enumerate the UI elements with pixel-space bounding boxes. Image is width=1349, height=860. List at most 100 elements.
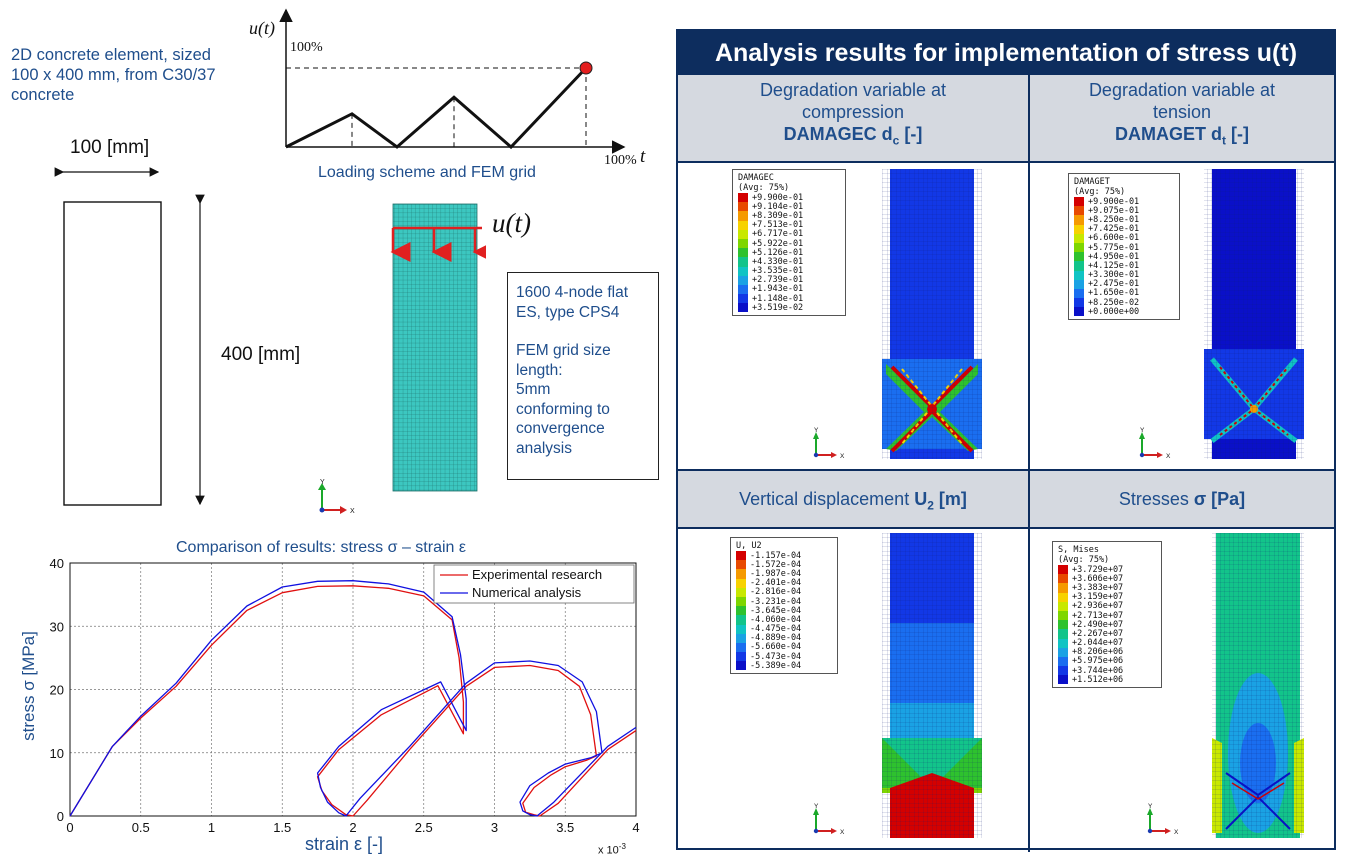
axis-triad-stress: Y X: [1147, 803, 1179, 836]
legend-row: -4.060e-04: [736, 615, 832, 625]
loading-dash-lines: [286, 67, 587, 147]
results-panel: Analysis results for implementation of s…: [676, 29, 1336, 852]
xtick-label-1: 0.5: [132, 820, 150, 835]
legend-row: +8.309e-01: [738, 210, 840, 221]
legend-row: +6.717e-01: [738, 229, 840, 239]
legend-swatch: [1074, 270, 1084, 280]
legend-row: +8.250e-01: [1074, 214, 1174, 225]
legend-swatch: [736, 596, 746, 607]
legend-swatch: [738, 211, 748, 221]
divider-mid: [678, 469, 1334, 471]
legend-row: +3.606e+07: [1058, 574, 1156, 584]
legend-value: -5.473e-04: [750, 651, 802, 662]
legend-value: -2.816e-04: [750, 587, 802, 598]
loading-scheme-graph: [279, 8, 626, 154]
legend-value: +3.159e+07: [1072, 592, 1124, 603]
legend-swatch: [738, 248, 748, 258]
legend-row: +4.950e-01: [1074, 252, 1174, 262]
axis-triad-damagec: Y X: [813, 427, 845, 460]
legend-swatch: [1058, 610, 1068, 621]
legend-row: -2.816e-04: [736, 587, 832, 598]
legend-label-experimental: Experimental research: [472, 567, 602, 582]
legend-row: +3.729e+07: [1058, 565, 1156, 575]
legend-swatch: [1074, 307, 1084, 317]
legend-swatch: [736, 578, 746, 588]
divider-top: [678, 161, 1334, 163]
legend-row: +2.713e+07: [1058, 610, 1156, 621]
legend-value: +1.148e-01: [752, 293, 804, 304]
loading-100-y: 100%: [290, 40, 323, 55]
legend-value: +5.975e+06: [1072, 656, 1124, 667]
legend-value: +2.739e-01: [752, 275, 804, 286]
legend-u2: U, U2 -1.157e-04 -1.572e-04 -1.987e-04 -2.4…: [730, 537, 838, 675]
legend-row: +5.126e-01: [738, 247, 840, 258]
xtick-label-5: 2.5: [415, 820, 433, 835]
svg-text:Y: Y: [1148, 803, 1153, 810]
mesh-info-box: 1600 4-node flat ES, type CPS4 FEM grid …: [507, 272, 659, 480]
mesh-u-label: u(t): [492, 208, 531, 238]
legend-value: +8.250e-02: [1088, 297, 1140, 308]
legend-swatch: [736, 624, 746, 634]
header-stress: Stresses σ [Pa]: [1030, 471, 1334, 527]
legend-row: +1.943e-01: [738, 284, 840, 294]
legend-swatch: [1074, 206, 1084, 216]
legend-value: +8.250e-01: [1088, 214, 1140, 225]
legend-value: +3.535e-01: [752, 266, 804, 277]
legend-value: +3.300e-01: [1088, 270, 1140, 281]
divider-mid2: [678, 527, 1334, 529]
legend-swatch: [738, 275, 748, 285]
legend-value: +6.600e-01: [1088, 233, 1140, 244]
xtick-label-8: 4: [632, 820, 639, 835]
legend-swatch: [1058, 601, 1068, 611]
legend-row: -3.231e-04: [736, 596, 832, 607]
legend-row: +3.519e-02: [738, 303, 840, 313]
legend-row: +3.383e+07: [1058, 583, 1156, 593]
legend-value: +9.104e-01: [752, 201, 804, 212]
width-label: 100 [mm]: [70, 137, 150, 158]
legend-swatch: [1058, 656, 1068, 667]
legend-row: +2.044e+07: [1058, 638, 1156, 648]
legend-row: +2.267e+07: [1058, 628, 1156, 639]
legend-row: +4.330e-01: [738, 256, 840, 267]
svg-text:X: X: [1166, 453, 1171, 460]
legend-swatch: [1074, 252, 1084, 262]
legend-value: +0.000e+00: [1088, 306, 1140, 317]
legend-row: -1.157e-04: [736, 550, 832, 561]
legend-row: +3.159e+07: [1058, 592, 1156, 603]
legend-value: -4.889e-04: [750, 633, 802, 644]
legend-value: +7.425e-01: [1088, 224, 1140, 235]
legend-value: +1.650e-01: [1088, 288, 1140, 299]
legend-swatch: [736, 615, 746, 625]
svg-text:Y: Y: [320, 479, 325, 486]
legend-value: +1.512e+06: [1072, 674, 1124, 685]
chart-series: [69, 580, 637, 817]
results-title: Analysis results for implementation of s…: [678, 31, 1334, 75]
legend-swatch: [1058, 592, 1068, 602]
legend-value: +2.267e+07: [1072, 628, 1124, 639]
legend-row: +0.000e+00: [1074, 306, 1174, 317]
legend-value: +5.126e-01: [752, 247, 804, 258]
legend-row: -4.889e-04: [736, 633, 832, 644]
legend-value: +4.330e-01: [752, 256, 804, 267]
chart-title: Comparison of results: stress σ – strain…: [176, 539, 466, 556]
legend-swatch: [1074, 197, 1084, 207]
legend-swatch: [738, 303, 748, 313]
legend-swatch: [736, 587, 746, 597]
legend-value: +8.309e-01: [752, 210, 804, 221]
xtick-label-7: 3.5: [556, 820, 574, 835]
legend-row: +3.744e+06: [1058, 665, 1156, 676]
axis-triad-damaget: Y X: [1139, 427, 1171, 460]
xtick-label-3: 1.5: [273, 820, 291, 835]
legend-value: +3.744e+06: [1072, 665, 1124, 676]
legend-swatch: [1058, 565, 1068, 575]
legend-swatch: [738, 238, 748, 249]
legend-stress: S, Mises (Avg: 75%) +3.729e+07 +3.606e+07…: [1052, 541, 1162, 689]
legend-row: +2.739e-01: [738, 275, 840, 286]
legend-row: -2.401e-04: [736, 578, 832, 588]
xtick-label-0: 0: [66, 820, 73, 835]
legend-swatch: [1058, 638, 1068, 648]
legend-value: -1.157e-04: [750, 550, 802, 561]
svg-text:X: X: [1174, 829, 1179, 836]
legend-swatch: [738, 257, 748, 267]
